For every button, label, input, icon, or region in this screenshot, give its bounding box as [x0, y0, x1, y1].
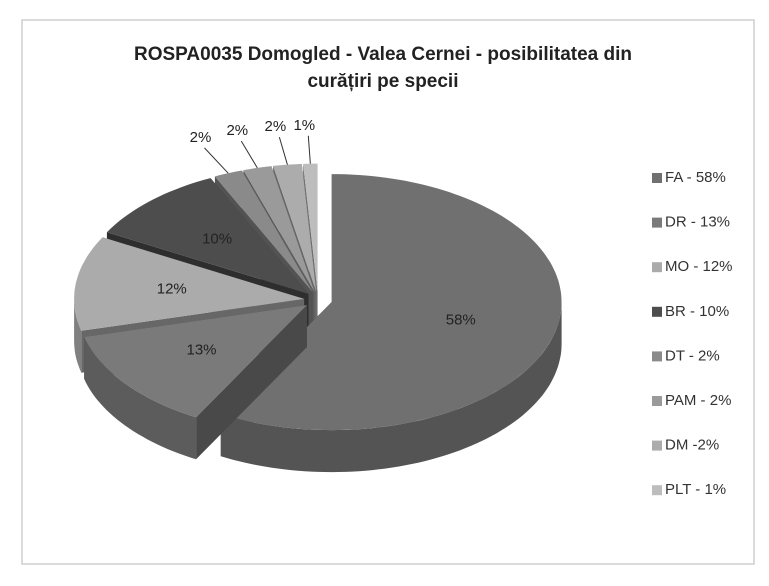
- chart-title: ROSPA0035 Domogled - Valea Cernei - posi…: [134, 44, 632, 65]
- leader-line: [204, 147, 229, 174]
- legend-label: FA - 58%: [665, 169, 726, 186]
- legend-label: DT - 2%: [665, 347, 720, 364]
- slice-wall: [74, 298, 82, 373]
- slice-wall: [84, 337, 197, 460]
- legend-swatch: [652, 485, 662, 496]
- data-label: 58%: [446, 312, 476, 329]
- data-label: 2%: [190, 129, 212, 146]
- slice-top: [303, 163, 318, 292]
- slice-top: [243, 166, 315, 292]
- leader-line: [240, 140, 258, 169]
- legend-swatch: [652, 351, 662, 362]
- data-label: 13%: [187, 342, 217, 359]
- legend-swatch: [652, 440, 662, 451]
- legend-swatch: [652, 217, 662, 228]
- slice-wall: [220, 302, 562, 473]
- leader-line: [278, 136, 288, 165]
- leader-line: [307, 135, 311, 164]
- legend-label: PAM - 2%: [665, 392, 731, 409]
- legend-label: MO - 12%: [665, 258, 733, 275]
- legend-label: DM -2%: [665, 437, 719, 454]
- data-label: 12%: [157, 281, 187, 298]
- pie-slice: [84, 305, 307, 460]
- legend-swatch: [652, 396, 662, 406]
- legend-label: PLT - 1%: [665, 481, 726, 498]
- slice-top: [273, 163, 317, 292]
- data-label: 10%: [202, 231, 232, 248]
- slice-top: [220, 174, 562, 431]
- legend-label: DR - 13%: [665, 214, 730, 231]
- data-label: 2%: [265, 118, 287, 135]
- legend-label: BR - 10%: [665, 303, 729, 320]
- chart-title: curățiri pe specii: [307, 71, 458, 92]
- slice-top: [214, 170, 313, 293]
- legend-swatch: [652, 262, 662, 273]
- legend-swatch: [652, 306, 662, 317]
- slice-top: [84, 305, 307, 418]
- slice-top: [74, 237, 305, 331]
- data-label: 1%: [293, 117, 315, 134]
- legend-swatch: [652, 173, 662, 183]
- data-label: 2%: [226, 122, 248, 139]
- slice-top: [106, 178, 309, 294]
